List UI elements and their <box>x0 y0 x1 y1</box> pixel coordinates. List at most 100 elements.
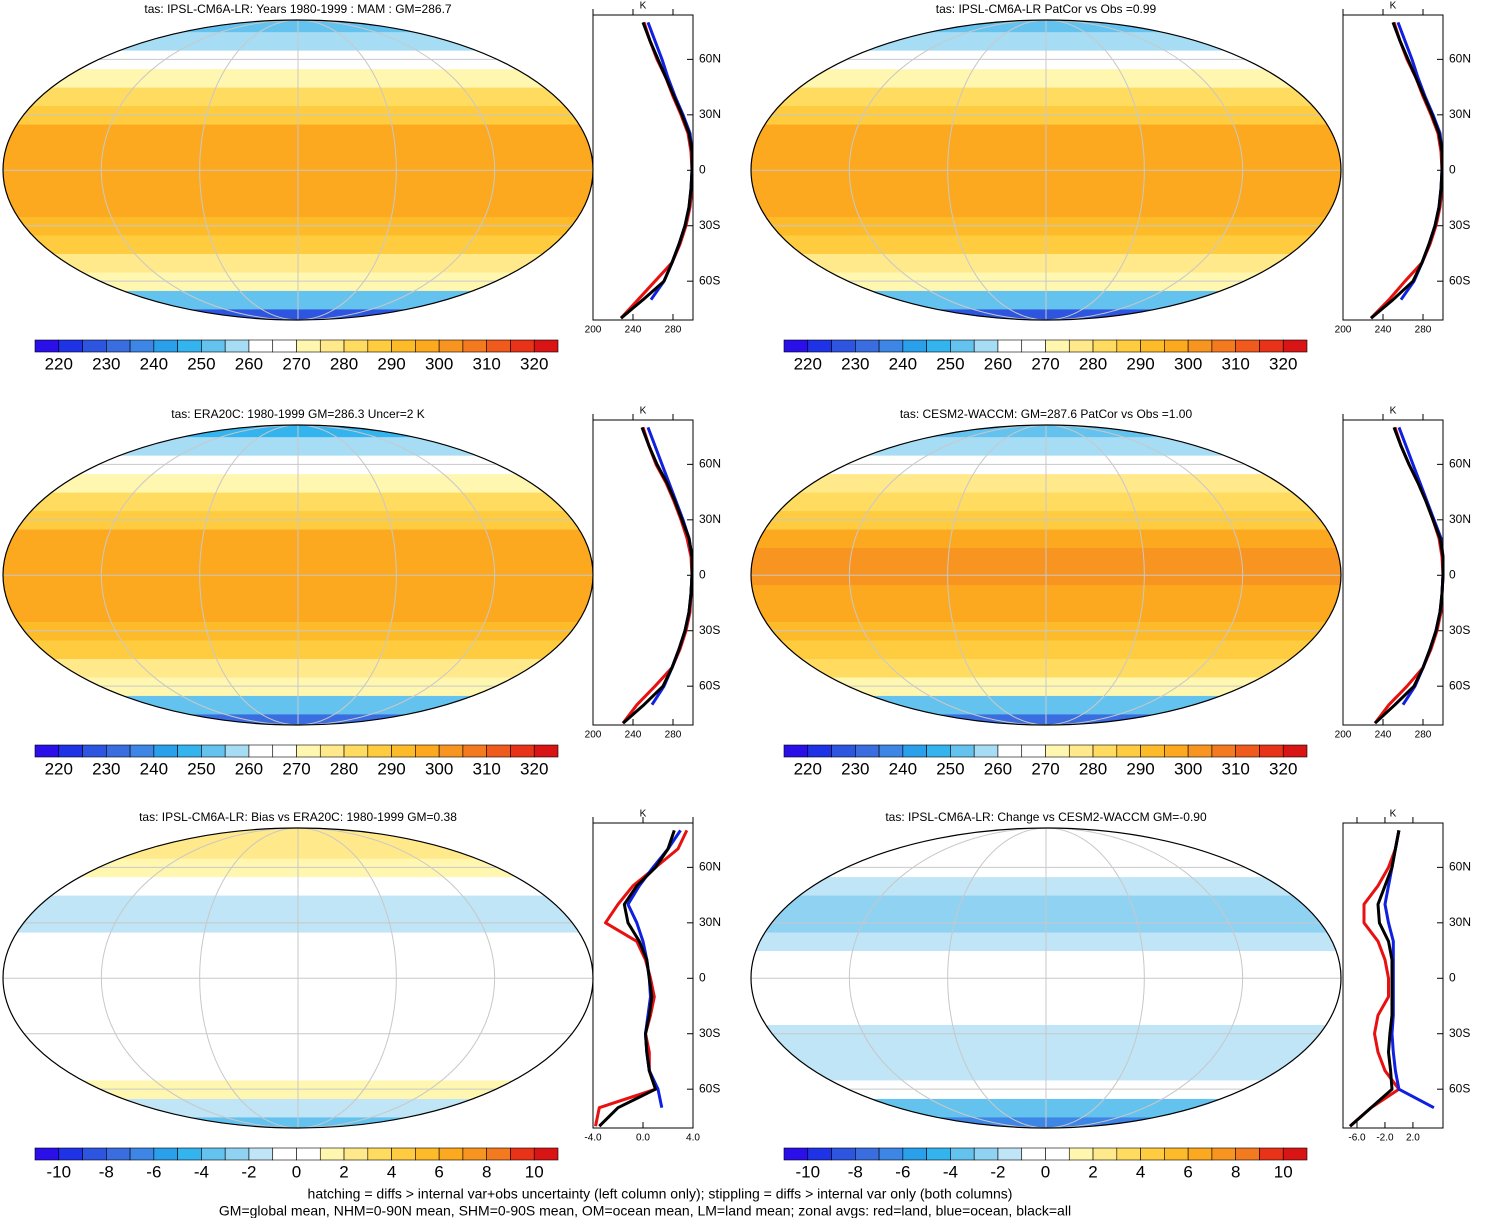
colorbar-box <box>1045 744 1070 758</box>
y-tick-label: 30N <box>1449 915 1471 929</box>
colorbar-label: 300 <box>425 759 453 778</box>
x-tick-label: 240 <box>625 730 642 741</box>
y-tick-label: 0 <box>699 970 706 984</box>
zonal-line <box>646 21 694 301</box>
colorbar-box <box>1021 1147 1046 1161</box>
colorbar-box <box>58 1147 83 1161</box>
colorbar-box <box>201 1147 226 1161</box>
map-title: tas: IPSL-CM6A-LR: Years 1980-1999 : MAM… <box>144 2 451 16</box>
colorbar-box <box>224 1147 250 1161</box>
colorbar-box <box>1092 744 1118 758</box>
colorbar-box <box>973 744 999 758</box>
colorbar-box <box>1021 744 1046 758</box>
meridian <box>947 20 1145 320</box>
colorbar-label: -4 <box>194 1162 209 1181</box>
colorbar-box <box>462 339 487 353</box>
colorbar-label: -10 <box>46 1162 71 1181</box>
colorbar-box <box>415 339 440 353</box>
colorbar-box <box>533 1147 559 1161</box>
colorbar-box <box>1187 1147 1213 1161</box>
colorbar-box <box>1045 1147 1070 1161</box>
colorbar-label: 260 <box>235 759 263 778</box>
colorbar-box <box>367 744 392 758</box>
colorbar-box <box>177 339 202 353</box>
colorbar-box <box>902 1147 927 1161</box>
colorbar-box <box>58 744 83 758</box>
colorbar-box <box>807 744 832 758</box>
colorbar-box <box>296 339 321 353</box>
zonal-frame <box>592 419 694 726</box>
colorbar-label: 260 <box>984 759 1012 778</box>
colorbar-box <box>319 744 345 758</box>
zonal-line <box>626 829 682 1109</box>
axis-label: K <box>640 406 647 417</box>
colorbar-box <box>1068 744 1094 758</box>
colorbar-box <box>855 339 880 353</box>
colorbar-box <box>997 339 1023 353</box>
meridian <box>100 828 496 1128</box>
axis-label: K <box>640 1 647 12</box>
y-tick-label: 60S <box>1449 678 1470 692</box>
colorbar-box <box>831 744 856 758</box>
colorbar-label: -2 <box>241 1162 256 1181</box>
colorbar-box <box>1282 339 1308 353</box>
colorbar-box <box>855 1147 880 1161</box>
colorbar-label: 280 <box>330 354 358 373</box>
colorbar-box <box>1116 1147 1141 1161</box>
colorbar-box <box>1211 744 1236 758</box>
meridian <box>199 20 397 320</box>
y-tick-label: 0 <box>699 162 706 176</box>
colorbar-label: -8 <box>99 1162 114 1181</box>
colorbar-box <box>82 744 107 758</box>
colorbar-label: 300 <box>1174 354 1202 373</box>
y-tick-label: 60N <box>699 457 721 471</box>
colorbar-box <box>319 339 345 353</box>
colorbar-label: -6 <box>895 1162 910 1181</box>
colorbar-label: -10 <box>795 1162 820 1181</box>
colorbar-label: 0 <box>292 1162 301 1181</box>
footnote: GM=global mean, NHM=0-90N mean, SHM=0-90… <box>219 1203 1071 1218</box>
map-fill <box>751 425 1341 725</box>
map-fill <box>3 425 593 725</box>
colorbar-box <box>533 744 559 758</box>
colorbar-box <box>1235 339 1260 353</box>
x-tick-label: 0.0 <box>636 1133 650 1144</box>
colorbar-box <box>783 339 809 353</box>
map-title: tas: CESM2-WACCM: GM=287.6 PatCor vs Obs… <box>900 407 1193 421</box>
colorbar-box <box>272 744 297 758</box>
colorbar-box <box>1092 339 1118 353</box>
y-tick-label: 0 <box>699 567 706 581</box>
colorbar-box <box>1282 1147 1308 1161</box>
colorbar-box <box>343 339 369 353</box>
colorbar-box <box>486 339 511 353</box>
colorbar-box <box>177 1147 202 1161</box>
colorbar-label: 260 <box>984 354 1012 373</box>
zonal-line <box>646 426 694 706</box>
x-tick-label: 200 <box>1335 325 1352 336</box>
colorbar-box <box>438 744 464 758</box>
colorbar-box <box>831 1147 856 1161</box>
zonal-line <box>1349 830 1401 1128</box>
colorbar-box <box>153 339 178 353</box>
colorbar-label: 300 <box>425 354 453 373</box>
colorbar-box <box>783 744 809 758</box>
colorbar-box <box>1259 1147 1284 1161</box>
colorbar-box <box>1140 1147 1165 1161</box>
y-tick-label: 60N <box>1449 457 1471 471</box>
x-tick-label: -6.0 <box>1348 1133 1366 1144</box>
colorbar-box <box>391 1147 416 1161</box>
footnote: hatching = diffs > internal var+obs unce… <box>308 1186 1013 1202</box>
colorbar-label: 250 <box>187 354 215 373</box>
colorbar-label: 270 <box>1031 354 1059 373</box>
colorbar-box <box>82 339 107 353</box>
colorbar-box <box>510 1147 535 1161</box>
colorbar-box <box>153 1147 178 1161</box>
colorbar-box <box>950 744 975 758</box>
zonal-frame <box>1342 419 1444 726</box>
map-border <box>750 424 1342 726</box>
colorbar-label: 6 <box>1183 1162 1192 1181</box>
colorbar-box <box>926 1147 951 1161</box>
colorbar-box <box>1092 1147 1118 1161</box>
colorbar-label: 310 <box>472 354 500 373</box>
x-tick-label: 200 <box>1335 730 1352 741</box>
